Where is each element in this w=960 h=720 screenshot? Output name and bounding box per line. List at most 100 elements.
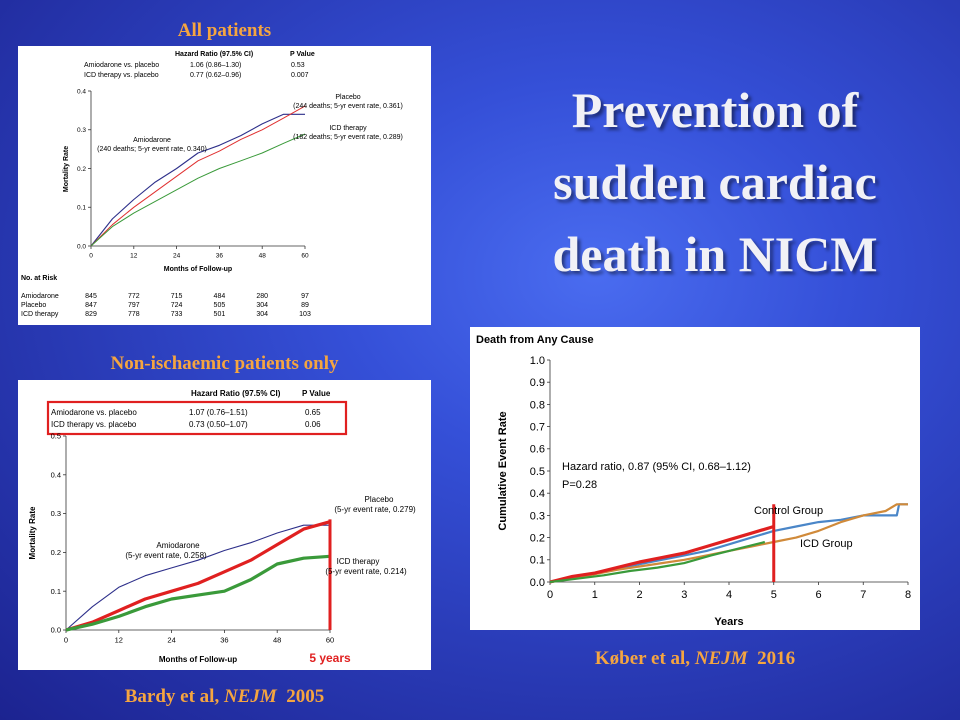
amiodarone-annotation-detail: (5-yr event rate, 0.258) <box>125 551 207 560</box>
at-risk-row-label: ICD therapy <box>21 311 59 318</box>
x-tick-label: 6 <box>815 589 821 601</box>
at-risk-value: 847 <box>85 302 97 309</box>
at-risk-value: 772 <box>128 293 140 300</box>
y-tick-label: 0.9 <box>530 377 545 389</box>
x-tick-label: 48 <box>259 253 267 260</box>
at-risk-value: 778 <box>128 311 140 318</box>
at-risk-value: 724 <box>171 302 183 309</box>
series-line-placebo <box>90 105 306 247</box>
placebo-annotation: Placebo <box>335 94 360 101</box>
hr-row-label: Amiodarone vs. placebo <box>51 408 137 417</box>
at-risk-value: 89 <box>301 302 309 309</box>
at-risk-value: 715 <box>171 293 183 300</box>
chart-nonischaemic: Hazard Ratio (97.5% CI) P Value Amiodaro… <box>28 389 416 665</box>
y-tick-label: 0.4 <box>77 88 86 95</box>
y-tick-label: 0.8 <box>530 399 545 411</box>
hazard-ratio-annotation: Hazard ratio, 0.87 (95% CI, 0.68–1.12) <box>562 461 751 473</box>
chart-nonischaemic-panel: Hazard Ratio (97.5% CI) P Value Amiodaro… <box>18 380 431 670</box>
hr-table-highlight <box>46 400 348 436</box>
citation-kober-journal: NEJM <box>694 648 748 669</box>
at-risk-row-label: Amiodarone <box>21 293 59 300</box>
series-line-icd-therapy <box>65 554 331 632</box>
hr-row-p: 0.007 <box>291 72 309 79</box>
icd-annotation: ICD therapy <box>329 125 367 132</box>
at-risk-value: 505 <box>214 302 226 309</box>
x-axis-label: Years <box>714 616 743 628</box>
at-risk-value: 829 <box>85 311 97 318</box>
at-risk-value: 304 <box>256 302 268 309</box>
slide-title-line-3: death in NICM <box>552 226 878 282</box>
x-tick-label: 12 <box>130 253 138 260</box>
at-risk-value: 97 <box>301 293 309 300</box>
x-tick-label: 3 <box>681 589 687 601</box>
at-risk-value: 797 <box>128 302 140 309</box>
x-tick-label: 60 <box>301 253 309 260</box>
hr-header: Hazard Ratio (97.5% CI) <box>175 51 253 58</box>
at-risk-value: 845 <box>85 293 97 300</box>
y-axis-label: Mortality Rate <box>28 506 37 559</box>
y-tick-label: 0.5 <box>530 466 545 478</box>
x-tick-label: 36 <box>220 636 228 645</box>
y-tick-label: 0.1 <box>77 205 86 212</box>
amiodarone-annotation-detail: (240 deaths; 5-yr event rate, 0.340) <box>97 146 207 153</box>
at-risk-value: 733 <box>171 311 183 318</box>
slide-title-line-1: Prevention of <box>571 82 859 138</box>
series-line-cut-off <box>549 524 775 584</box>
x-tick-label: 24 <box>173 253 181 260</box>
x-axis-label: Months of Follow-up <box>164 266 232 273</box>
y-tick-label: 0.3 <box>51 509 61 518</box>
hr-row-p: 0.06 <box>305 420 321 429</box>
citation-bardy-year: 2005 <box>276 686 325 707</box>
citation-kober-prefix: Køber et al, <box>594 648 695 669</box>
five-years-label: 5 years <box>309 651 351 665</box>
y-axis-label: Mortality Rate <box>63 146 70 192</box>
y-tick-label: 0.4 <box>530 488 545 500</box>
x-tick-label: 5 <box>771 589 777 601</box>
citation-bardy: Bardy et al, NEJM 2005 <box>18 686 431 708</box>
placebo-annotation-detail: (244 deaths; 5-yr event rate, 0.361) <box>293 103 403 110</box>
series-line-amiodarone <box>90 113 305 247</box>
citation-bardy-journal: NEJM <box>223 686 277 707</box>
x-tick-label: 0 <box>547 589 553 601</box>
x-tick-label: 8 <box>905 589 911 601</box>
hr-row-p: 0.65 <box>305 408 321 417</box>
y-tick-label: 0.0 <box>530 577 545 589</box>
y-tick-label: 1.0 <box>530 355 545 367</box>
hr-header: Hazard Ratio (97.5% CI) <box>191 389 281 398</box>
y-tick-label: 0.5 <box>51 432 61 441</box>
y-tick-label: 0.7 <box>530 421 545 433</box>
icd-group-label: ICD Group <box>800 538 853 550</box>
caption-nonischaemic: Non-ischaemic patients only <box>110 353 339 374</box>
placebo-annotation-detail: (5-yr event rate, 0.279) <box>334 505 416 514</box>
citation-kober-year: 2016 <box>747 648 796 669</box>
chart-kober-panel: Death from Any Cause 0 1 2 3 4 5 6 7 8 0.0 0.1 0.2 0… <box>470 327 920 630</box>
x-tick-label: 60 <box>326 636 334 645</box>
at-risk-value: 484 <box>214 293 226 300</box>
x-tick-label: 1 <box>592 589 598 601</box>
y-axis-label: Cumulative Event Rate <box>497 411 509 530</box>
at-risk-value: 304 <box>256 311 268 318</box>
series-line-amiodarone <box>65 524 330 631</box>
amiodarone-annotation: Amiodarone <box>156 541 200 550</box>
chart-all-patients-panel: Hazard Ratio (97.5% CI) P Value Amiodaro… <box>18 46 431 325</box>
y-tick-label: 0.4 <box>51 470 61 479</box>
y-tick-label: 0.2 <box>51 548 61 557</box>
amiodarone-annotation: Amiodarone <box>133 137 171 144</box>
at-risk-label: No. at Risk <box>21 275 57 282</box>
y-tick-label: 0.0 <box>51 626 61 635</box>
y-tick-label: 0.1 <box>530 555 545 567</box>
x-tick-label: 0 <box>64 636 68 645</box>
at-risk-value: 280 <box>256 293 268 300</box>
series-line-icd-therapy <box>90 133 306 247</box>
caption-all-patients: All patients <box>177 20 272 41</box>
hr-header-p: P Value <box>290 51 315 58</box>
icd-annotation: ICD therapy <box>337 557 380 566</box>
x-tick-label: 2 <box>636 589 642 601</box>
x-axis-label: Months of Follow-up <box>159 655 237 664</box>
y-tick-label: 0.1 <box>51 587 61 596</box>
control-group-label: Control Group <box>754 505 823 517</box>
y-tick-label: 0.3 <box>530 510 545 522</box>
y-tick-label: 0.2 <box>530 532 545 544</box>
hr-row-p: 0.53 <box>291 62 305 69</box>
x-tick-label: 0 <box>89 253 93 260</box>
